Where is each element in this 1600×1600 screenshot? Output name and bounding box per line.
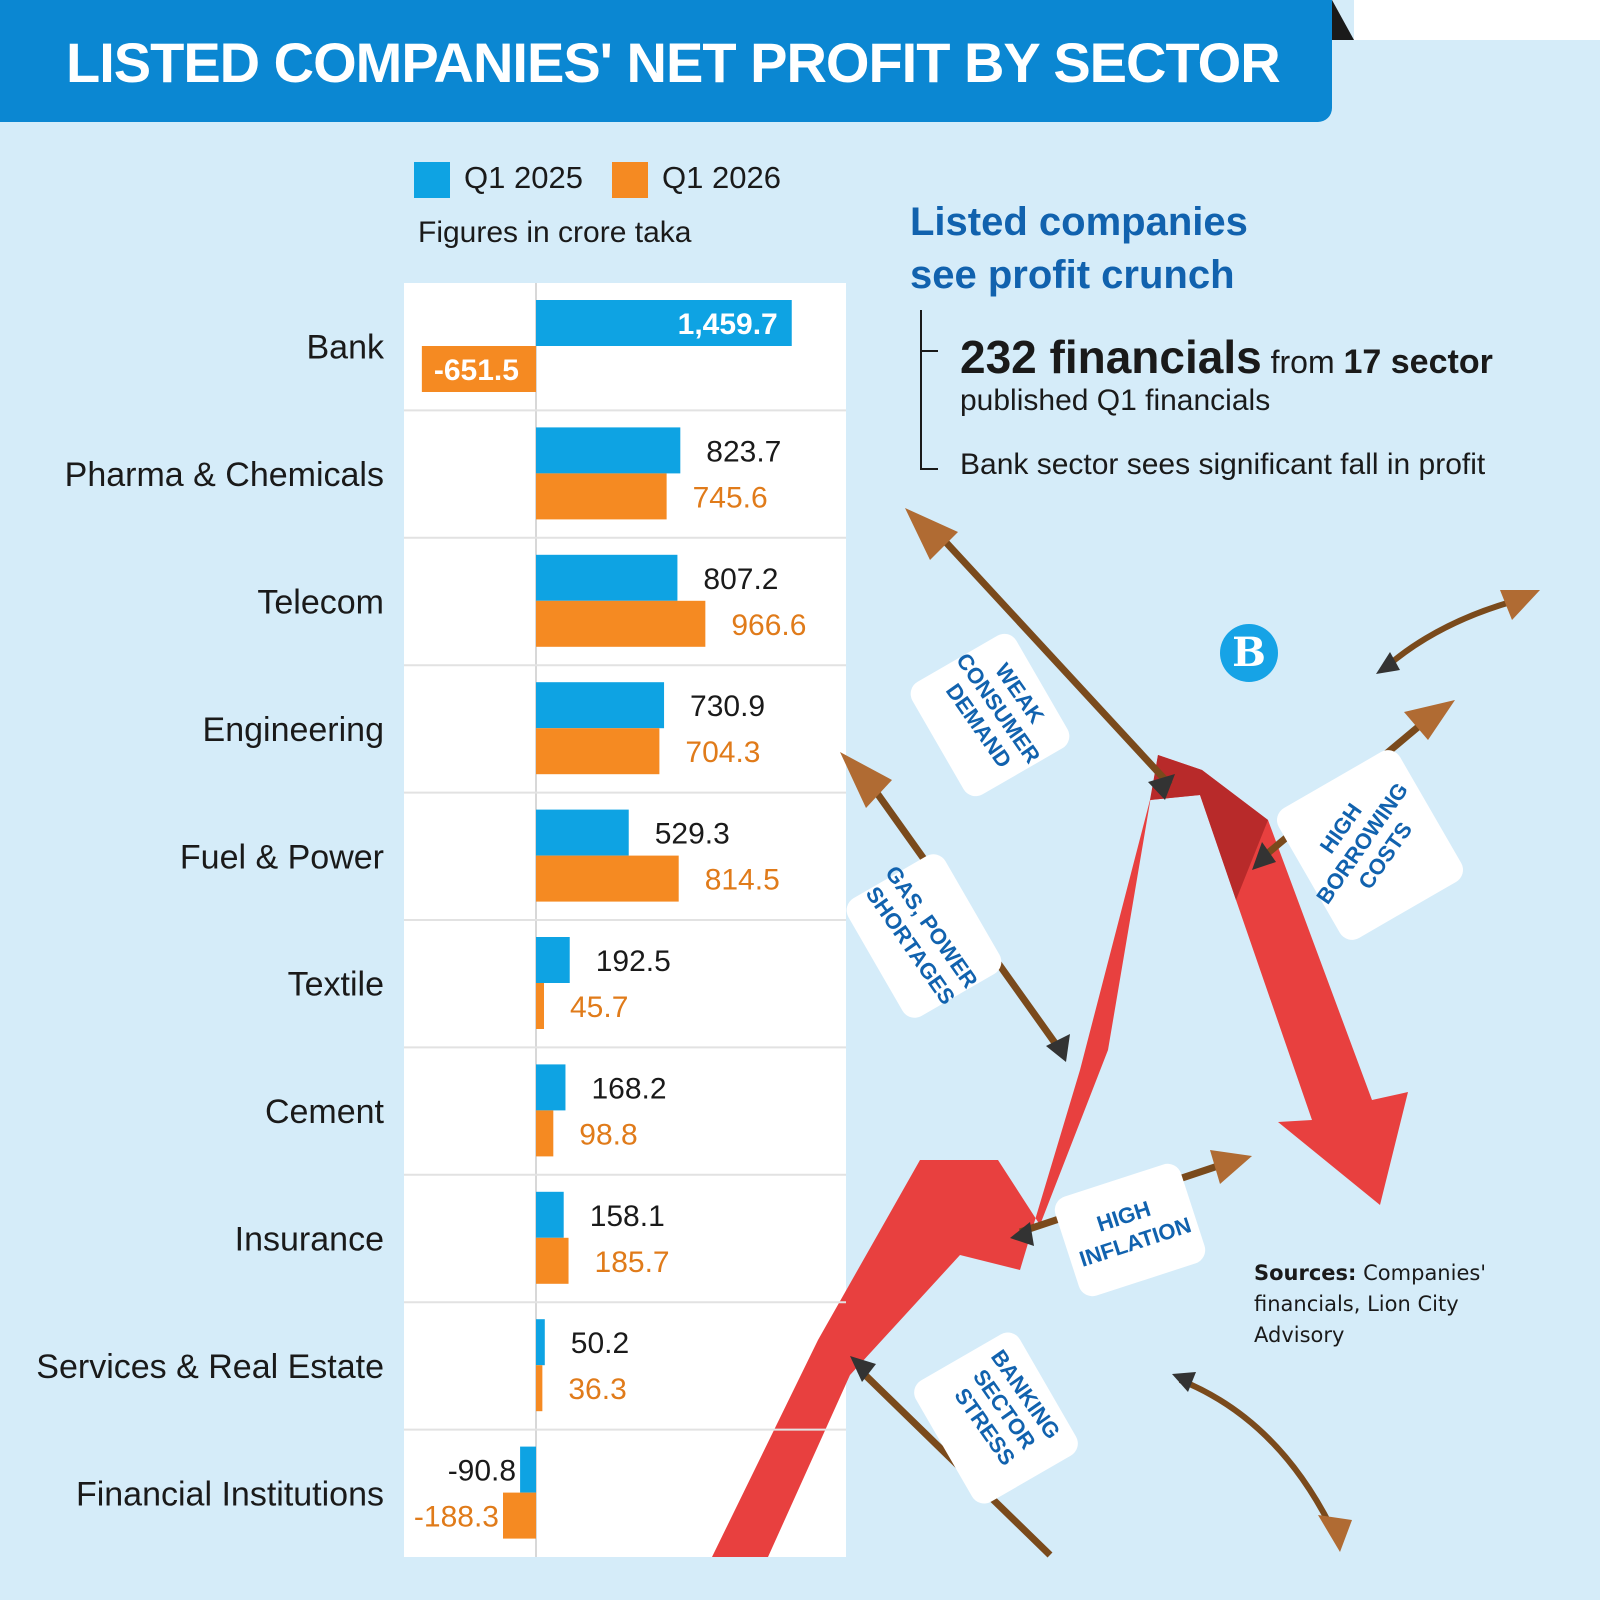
legend-item-q1-2025: Q1 2025: [414, 160, 583, 198]
data-label: 823.7: [706, 435, 781, 468]
data-label: 168.2: [591, 1072, 666, 1105]
banner-strip: [1354, 0, 1600, 40]
bar: [520, 1446, 536, 1493]
data-label: 50.2: [571, 1327, 629, 1360]
data-label: 704.3: [685, 736, 760, 769]
side-heading: Listed companies see profit crunch: [910, 200, 1248, 297]
tag-gas-power: GAS, POWER SHORTAGES: [846, 854, 1002, 1018]
side-bracket: [920, 310, 940, 468]
bracket-tick-1: [920, 350, 938, 352]
bank-note: Bank sector sees significant fall in pro…: [960, 448, 1486, 481]
bracket-tick-2: [920, 468, 938, 470]
banner-notch: [1332, 0, 1354, 40]
bar: [536, 1237, 569, 1284]
data-label: -90.8: [448, 1455, 516, 1488]
trend-arrow-fold: [1150, 755, 1268, 900]
tag-weak-demand: WEAK CONSUMER DEMAND: [910, 633, 1070, 797]
bar: [536, 728, 660, 775]
category-label: Services & Real Estate: [36, 1348, 384, 1386]
category-label: Fuel & Power: [180, 838, 384, 876]
units-note: Figures in crore taka: [418, 216, 692, 249]
bar: [536, 1064, 566, 1111]
stat-count: 232 financials: [960, 331, 1262, 383]
data-label: -188.3: [414, 1501, 499, 1534]
tag-banking: BANKING SECTOR STRESS: [914, 1332, 1078, 1504]
data-label: 45.7: [570, 991, 628, 1024]
legend-swatch-q1-2026: [612, 161, 648, 198]
bar: [536, 1191, 564, 1238]
illustration: WEAK CONSUMER DEMAND HIGH BORROWING COST…: [712, 508, 1540, 1558]
category-label: Engineering: [203, 711, 384, 749]
bar: [536, 1319, 545, 1366]
category-label: Insurance: [235, 1221, 384, 1259]
legend-item-q1-2026: Q1 2026: [612, 160, 781, 198]
bar: [536, 473, 667, 520]
category-label: Textile: [288, 966, 384, 1004]
logo: B: [1220, 624, 1278, 682]
sources-label: Sources:: [1254, 1261, 1357, 1285]
data-label: 98.8: [579, 1118, 637, 1151]
data-label: 158.1: [590, 1200, 665, 1233]
arrow-stray-top: [1376, 590, 1540, 674]
data-label: 807.2: [703, 563, 778, 596]
data-label: 185.7: [595, 1246, 670, 1279]
data-label: 966.6: [731, 609, 806, 642]
chart-bars: [421, 300, 792, 1539]
title-banner: [0, 0, 1332, 122]
page-title: LISTED COMPANIES' NET PROFIT BY SECTOR: [66, 31, 1281, 94]
chart-labels: Bank 1,459.7 -651.5 Pharma & Chemicals 823.7…: [36, 308, 806, 1534]
arrow-weak-demand: [905, 508, 1175, 800]
bar: [536, 427, 681, 474]
data-label: 1,459.7: [678, 308, 778, 341]
bar: [536, 682, 665, 729]
category-label: Bank: [307, 329, 385, 367]
bar: [536, 983, 545, 1029]
bar: [536, 300, 792, 346]
stat-sub: published Q1 financials: [960, 384, 1271, 417]
bar: [536, 1110, 554, 1157]
sources-text: Companies' financials, Lion City Advisor…: [1254, 1261, 1487, 1347]
stat-mid: from: [1270, 344, 1335, 380]
data-label: 192.5: [596, 945, 671, 978]
tag-inflation: HIGH INFLATION: [1054, 1163, 1206, 1297]
data-label: 529.3: [655, 818, 730, 851]
legend-swatch-q1-2025: [414, 161, 450, 198]
category-label: Telecom: [257, 584, 384, 622]
category-label: Pharma & Chemicals: [65, 456, 384, 494]
stat-line: 232 financials from 17 sector: [960, 330, 1493, 384]
bar: [536, 809, 629, 856]
legend-label-q1-2026: Q1 2026: [662, 160, 781, 195]
bar: [536, 855, 679, 902]
stat-sectors: 17 sector: [1343, 343, 1493, 381]
data-label: 745.6: [693, 481, 768, 514]
category-label: Cement: [265, 1093, 385, 1131]
tag-borrowing: HIGH BORROWING COSTS: [1277, 750, 1463, 940]
bar: [536, 937, 570, 983]
legend-label-q1-2025: Q1 2025: [464, 160, 583, 195]
data-label: 36.3: [568, 1373, 626, 1406]
category-label: Financial Institutions: [76, 1475, 384, 1513]
trend-arrow-shape: [712, 755, 1408, 1557]
data-label: 814.5: [705, 864, 780, 897]
bar: [536, 600, 706, 647]
arrow-stray-bottom: [1172, 1372, 1352, 1552]
bar: [421, 346, 536, 392]
data-label: -651.5: [434, 354, 519, 387]
sources-note: Sources: Companies' financials, Lion Cit…: [1254, 1258, 1514, 1351]
data-label: 730.9: [690, 690, 765, 723]
bar: [503, 1492, 536, 1539]
bar: [536, 554, 678, 601]
bar: [536, 1365, 543, 1412]
